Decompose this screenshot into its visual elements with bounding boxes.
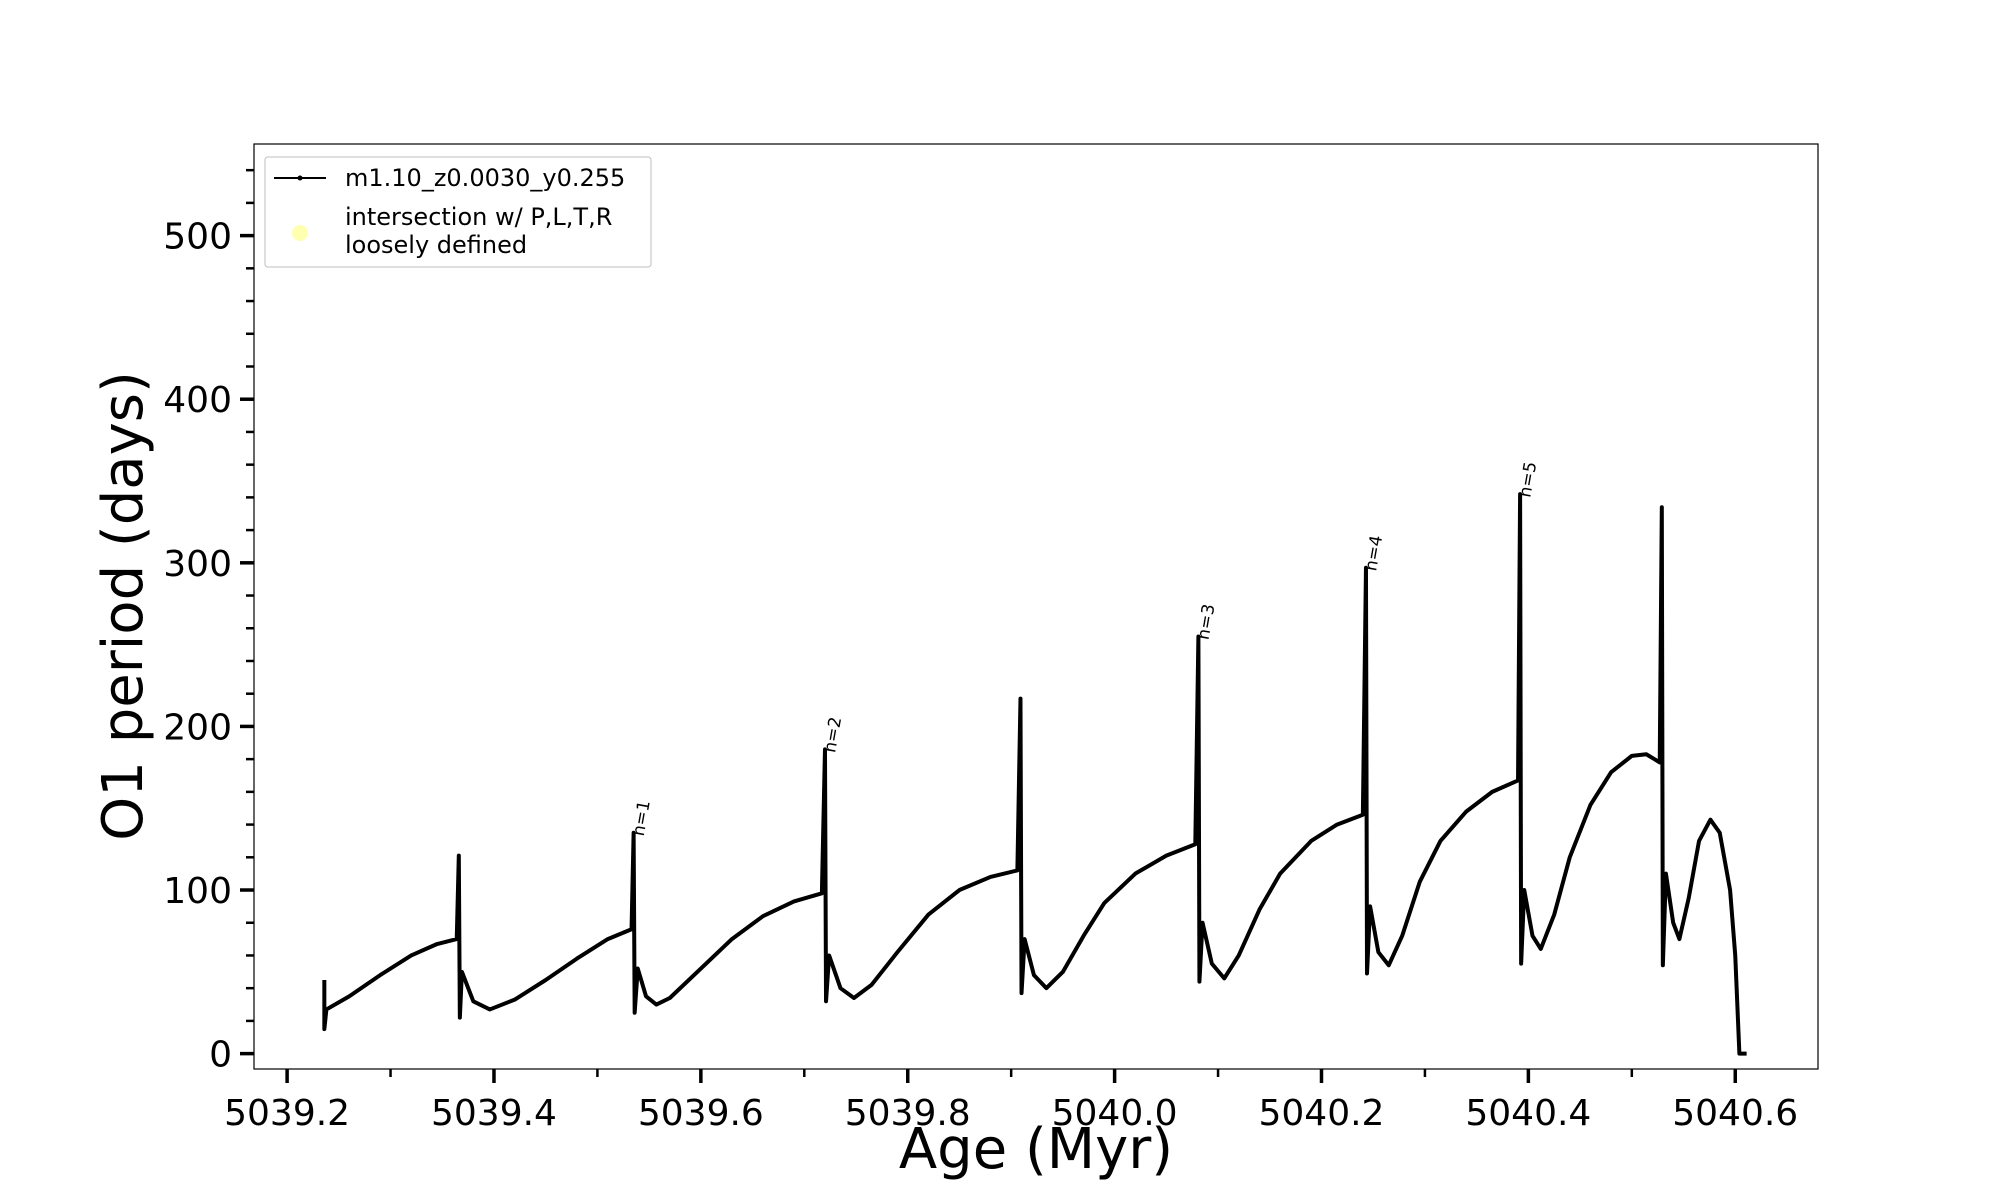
y-tick-label: 400 xyxy=(163,380,232,421)
legend-marker xyxy=(292,225,308,241)
x-tick-label: 5039.8 xyxy=(845,1093,971,1134)
data-line xyxy=(322,492,1747,1056)
x-tick-label: 5040.2 xyxy=(1259,1093,1385,1134)
x-tick-label: 5039.6 xyxy=(638,1093,764,1134)
legend-label: intersection w/ P,L,T,R loosely defined xyxy=(345,203,612,259)
legend-label: m1.10_z0.0030_y0.255 xyxy=(345,164,625,192)
x-tick-label: 5040.4 xyxy=(1465,1093,1591,1134)
annotation: n=5 xyxy=(1515,460,1541,499)
legend-marker xyxy=(297,175,303,181)
x-tick-label: 5039.2 xyxy=(224,1093,350,1134)
y-tick-label: 200 xyxy=(163,707,232,748)
y-tick-label: 300 xyxy=(163,544,232,585)
annotation: n=1 xyxy=(629,799,655,838)
x-tick-label: 5039.4 xyxy=(431,1093,557,1134)
annotation: n=2 xyxy=(820,715,846,754)
annotation: n=3 xyxy=(1194,603,1220,642)
legend-box xyxy=(264,156,652,268)
x-tick-label: 5040.0 xyxy=(1052,1093,1178,1134)
y-tick-label: 100 xyxy=(163,871,232,912)
annotation: n=4 xyxy=(1361,534,1387,573)
x-tick-label: 5040.6 xyxy=(1672,1093,1798,1134)
y-axis-label: O1 period (days) xyxy=(91,371,156,841)
y-tick-label: 500 xyxy=(163,217,232,258)
y-tick-label: 0 xyxy=(209,1035,232,1076)
x-axis-label: Age (Myr) xyxy=(899,1117,1173,1182)
plot-frame xyxy=(253,143,1819,1070)
